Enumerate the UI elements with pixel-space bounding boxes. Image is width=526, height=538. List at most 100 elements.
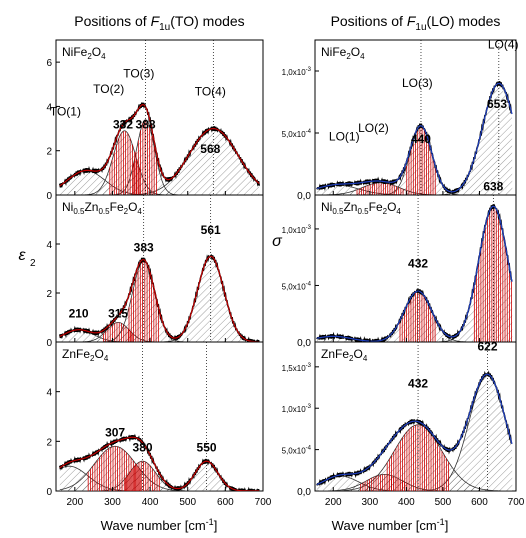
peak-value-label: 622 (477, 339, 497, 353)
x-axis-label-text: ] (214, 518, 218, 533)
y-tick-label-sup: -3 (306, 363, 312, 369)
panel-content (316, 342, 513, 491)
sample-name-part: Ni (62, 200, 73, 214)
peak-value-label: 307 (105, 425, 125, 439)
peak-curve (316, 184, 512, 195)
x-axis-label-sup: -1 (437, 517, 445, 527)
y-tick-label: 4 (46, 240, 52, 251)
sample-name-part: Fe (369, 200, 383, 214)
sample-name-subscript: 0.5 (73, 207, 85, 216)
panel-content (316, 195, 513, 342)
title-subscript: 1u (415, 22, 426, 33)
y-tick-label: 1,0x10-3 (282, 225, 312, 235)
peak-fill (316, 206, 513, 342)
peak-fill (316, 83, 513, 195)
title-symbol: F (407, 13, 417, 29)
y-tick-label: 5,0x10-4 (282, 446, 312, 456)
y-tick-label-base: 1,0x10 (282, 226, 307, 235)
y-tick-label: 0,0 (297, 191, 311, 202)
y-tick-label: 4 (46, 388, 52, 399)
peak-value-label: 383 (134, 240, 154, 254)
panel-content (59, 195, 260, 342)
y-tick-label: 1,5x10-3 (282, 363, 312, 373)
mode-label: LO(3) (402, 76, 433, 90)
sample-name-subscript: 4 (363, 354, 368, 363)
x-axis-label: Wave number [cm-1] (101, 517, 218, 533)
sample-name-part: ZnFe (321, 347, 349, 361)
y-tick-label: 6 (46, 58, 52, 69)
x-tick-label: 600 (471, 497, 488, 508)
title-text: Positions of (331, 13, 407, 29)
chart-title: Positions of F1u(LO) modes (331, 13, 501, 33)
y-tick-label-base: 1,0x10 (282, 68, 307, 77)
chart-title: Positions of F1u(TO) modes (74, 13, 244, 33)
y-tick-label-sup: -3 (306, 404, 312, 410)
peak-value-label: 653 (487, 97, 507, 111)
x-tick-label: 200 (66, 497, 83, 508)
sample-name: ZnFe2O4 (62, 347, 109, 363)
y-tick-label: 0,0 (297, 338, 311, 349)
peak-value-label: 380 (133, 440, 153, 454)
y-tick-label: 1,0x10-3 (282, 404, 312, 414)
sample-name-part: O (128, 200, 137, 214)
sample-name-subscript: 0.5 (98, 207, 110, 216)
y-tick-label: 2 (46, 289, 52, 300)
fit-curve (59, 103, 260, 187)
y-tick-label-base: 5,0x10 (282, 447, 307, 456)
peak-value-label: 332 (113, 118, 133, 132)
y-tick-label-sup: -3 (306, 225, 312, 231)
sample-name-subscript: 4 (104, 354, 109, 363)
peak-value-label: 315 (108, 307, 128, 321)
sample-name: NiFe2O4 (62, 45, 106, 61)
sample-name-subscript: 2 (124, 207, 129, 216)
x-tick-label: 400 (398, 497, 415, 508)
sample-name-subscript: 0.5 (357, 207, 369, 216)
y-tick-label-base: 1,0x10 (282, 405, 307, 414)
peak-fill (316, 424, 513, 491)
fit-curve (59, 436, 260, 491)
panel-content (316, 40, 513, 195)
x-axis-label-sup: -1 (206, 517, 214, 527)
y-tick-label-sup: -4 (306, 281, 312, 287)
y-tick-label-sup: -4 (306, 129, 312, 135)
y-tick-label: 0 (46, 191, 52, 202)
y-tick-label-sup: -3 (306, 67, 312, 73)
fit-curve (316, 82, 513, 193)
sample-name-subscript: 2 (349, 354, 354, 363)
fit-curve (59, 255, 260, 342)
sample-name-part: Zn (343, 200, 357, 214)
panel-content (59, 40, 260, 195)
peak-fill (59, 261, 260, 342)
sample-name: Ni0.5Zn0.5Fe2O4 (321, 200, 401, 216)
y-tick-label: 1,0x10-3 (282, 67, 312, 77)
peak-value-label: 388 (136, 118, 156, 132)
title-text: (LO) modes (427, 13, 501, 29)
sample-name-subscript: 4 (396, 207, 401, 216)
sample-name: ZnFe2O4 (321, 347, 368, 363)
y-tick-label-sup: -4 (306, 446, 312, 452)
x-tick-label: 700 (255, 497, 272, 508)
sample-name: Ni0.5Zn0.5Fe2O4 (62, 200, 142, 216)
sample-name-subscript: 0.5 (332, 207, 344, 216)
chart-lo: Positions of F1u(LO) modes σ Wave number [… (272, 13, 525, 533)
mode-label: LO(2) (358, 121, 389, 135)
sample-name-part: O (351, 45, 360, 59)
peak-curve (59, 119, 260, 195)
sample-name-part: Fe (110, 200, 124, 214)
x-tick-label: 500 (435, 497, 452, 508)
y-tick-label-base: 5,0x10 (282, 282, 307, 291)
x-axis-label: Wave number [cm-1] (332, 517, 449, 533)
x-tick-label: 300 (104, 497, 121, 508)
title-text: (TO) modes (170, 13, 244, 29)
peak-fill (59, 446, 260, 491)
x-tick-label: 700 (508, 497, 525, 508)
x-tick-label: 300 (361, 497, 378, 508)
sample-name-subscript: 2 (90, 354, 95, 363)
sample-name-part: NiFe (62, 45, 88, 59)
sample-name-subscript: 4 (360, 52, 365, 61)
